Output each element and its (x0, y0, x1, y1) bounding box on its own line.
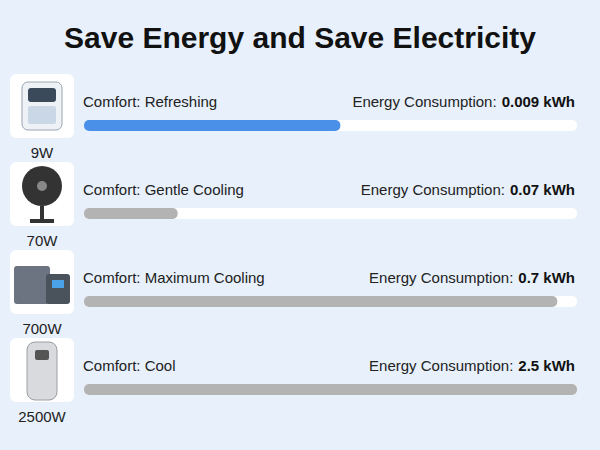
bar (84, 384, 577, 395)
bar-track (84, 296, 577, 307)
appliance-icon (10, 74, 74, 138)
icon-shape (14, 266, 50, 304)
rows: 9W Comfort: Refreshing 0.009 kWh Energy Con… (10, 74, 577, 425)
energy-label: Energy Consumption: (369, 269, 513, 286)
comfort-label: Comfort: Cool (83, 357, 176, 374)
bar (84, 296, 557, 307)
energy-value: 0.7 kWh (518, 269, 575, 286)
energy-label: Energy Consumption: (361, 181, 505, 198)
icon-frame (10, 74, 74, 138)
category-label: 700W (22, 320, 62, 337)
row: 9W Comfort: Refreshing 0.009 kWh Energy Con… (10, 74, 577, 161)
row: 70W Comfort: Gentle Cooling 0.07 kWh Energy… (10, 162, 577, 249)
icon-shape (22, 82, 62, 130)
icon-shape (28, 106, 56, 124)
plot-area (84, 120, 577, 395)
bar (84, 208, 178, 219)
category-label: 70W (27, 232, 59, 249)
appliance-icon (10, 338, 74, 402)
icon-frame (10, 250, 74, 314)
icon-shape (22, 166, 62, 206)
comfort-label: Comfort: Refreshing (83, 93, 217, 110)
icon-shape (52, 280, 64, 288)
icon-shape (30, 219, 54, 223)
title: Save Energy and Save Electricity (64, 21, 536, 54)
icon-shape (46, 274, 70, 304)
comfort-label: Comfort: Gentle Cooling (83, 181, 244, 198)
icon-shape (27, 342, 57, 400)
row: 2500W Comfort: Cool 2.5 kWh Energy Consumpt… (10, 338, 577, 425)
row: 700W Comfort: Maximum Cooling 0.7 kWh Energ… (10, 250, 577, 337)
icon-frame (10, 338, 74, 402)
icon-shape (28, 88, 56, 102)
category-label: 2500W (18, 408, 66, 425)
appliance-icon (10, 162, 74, 226)
bar-track (84, 384, 577, 395)
energy-value: 0.07 kWh (510, 181, 575, 198)
bar-track (84, 208, 577, 219)
icon-shape (40, 206, 44, 220)
icon-shape (35, 350, 49, 360)
background (0, 0, 600, 450)
appliance-icon (10, 250, 74, 314)
energy-value: 0.009 kWh (502, 93, 575, 110)
icon-shape (37, 181, 47, 191)
chart: Save Energy and Save Electricity 9W Comfor… (0, 0, 600, 450)
energy-value: 2.5 kWh (518, 357, 575, 374)
category-label: 9W (31, 144, 54, 161)
comfort-label: Comfort: Maximum Cooling (83, 269, 265, 286)
energy-label: Energy Consumption: (352, 93, 496, 110)
icon-frame (10, 162, 74, 226)
bar (84, 120, 340, 131)
bar-track (84, 120, 577, 131)
energy-label: Energy Consumption: (369, 357, 513, 374)
